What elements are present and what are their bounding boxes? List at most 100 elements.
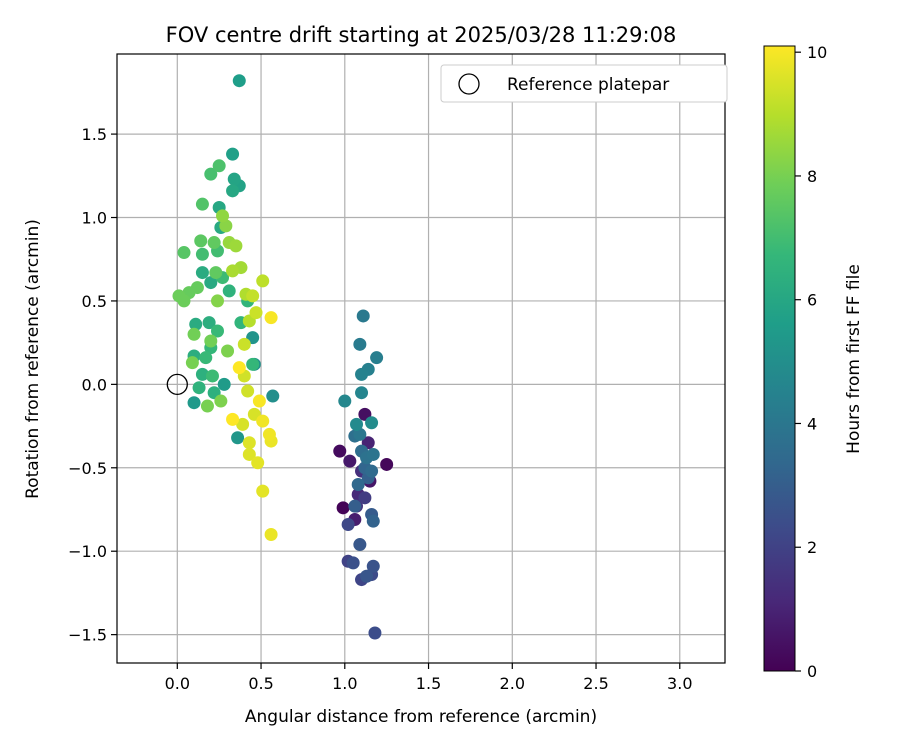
legend-entry-reference: Reference platepar bbox=[507, 75, 669, 95]
y-tick-label: −1.5 bbox=[68, 626, 107, 645]
data-point bbox=[256, 274, 270, 288]
data-point bbox=[338, 394, 352, 408]
data-point bbox=[249, 306, 263, 320]
data-point bbox=[214, 394, 228, 408]
data-point bbox=[246, 289, 260, 303]
data-point bbox=[204, 167, 218, 181]
data-point bbox=[177, 294, 191, 308]
data-point bbox=[336, 501, 350, 515]
colorbar-tick-label: 8 bbox=[807, 167, 817, 186]
data-point bbox=[343, 454, 357, 468]
colorbar-tick-label: 0 bbox=[807, 662, 817, 681]
data-point bbox=[358, 491, 372, 505]
data-point bbox=[195, 197, 209, 211]
data-point bbox=[195, 266, 209, 280]
colorbar-tick-label: 4 bbox=[807, 414, 817, 433]
y-tick-label: 0.0 bbox=[82, 375, 107, 394]
data-point bbox=[256, 484, 270, 498]
data-point bbox=[262, 427, 276, 441]
data-point bbox=[252, 394, 266, 408]
data-points bbox=[166, 74, 394, 640]
reference-platepar-marker bbox=[166, 373, 188, 396]
data-point bbox=[212, 159, 226, 173]
data-point bbox=[195, 247, 209, 261]
colorbar-tick-label: 6 bbox=[807, 291, 817, 310]
x-tick-label: 1.5 bbox=[416, 674, 441, 693]
data-point bbox=[353, 337, 367, 351]
data-point bbox=[355, 367, 369, 381]
legend-reference-marker bbox=[458, 73, 480, 95]
data-point bbox=[189, 317, 203, 331]
colorbar: 0 2 4 6 8 10 Hours from first FF file bbox=[763, 43, 864, 681]
data-point bbox=[216, 209, 230, 223]
plot-frame bbox=[116, 53, 726, 664]
data-point bbox=[194, 234, 208, 248]
data-point bbox=[204, 334, 218, 348]
data-point bbox=[187, 396, 201, 410]
data-point bbox=[246, 357, 260, 371]
data-point bbox=[341, 518, 355, 532]
data-point bbox=[219, 219, 233, 233]
data-point bbox=[360, 569, 374, 583]
data-point bbox=[221, 344, 235, 358]
colorbar-gradient bbox=[763, 45, 796, 672]
data-point bbox=[210, 324, 224, 338]
data-point bbox=[226, 412, 240, 426]
x-axis-label: Angular distance from reference (arcmin) bbox=[245, 707, 597, 727]
data-point bbox=[210, 294, 224, 308]
data-point bbox=[205, 369, 219, 383]
data-point bbox=[207, 236, 221, 250]
data-point bbox=[264, 528, 278, 542]
y-axis-ticks: −1.5 −1.0 −0.5 0.0 0.5 1.0 1.5 bbox=[68, 125, 117, 645]
data-point bbox=[365, 464, 379, 478]
x-tick-label: 2.0 bbox=[500, 674, 525, 693]
x-tick-label: 0.0 bbox=[165, 674, 190, 693]
legend-box bbox=[440, 64, 728, 103]
colorbar-tick-label: 10 bbox=[807, 43, 827, 62]
data-point bbox=[256, 414, 270, 428]
data-point bbox=[199, 351, 213, 365]
y-tick-label: −1.0 bbox=[68, 542, 107, 561]
data-point bbox=[333, 444, 347, 458]
y-tick-label: 1.5 bbox=[82, 125, 107, 144]
x-tick-label: 1.0 bbox=[332, 674, 357, 693]
data-point bbox=[237, 337, 251, 351]
data-point bbox=[350, 417, 364, 431]
data-point bbox=[185, 356, 199, 370]
data-point bbox=[266, 389, 280, 403]
data-point bbox=[202, 316, 216, 330]
data-point bbox=[368, 626, 382, 640]
data-point bbox=[226, 264, 240, 278]
data-point bbox=[217, 377, 231, 391]
data-point bbox=[356, 309, 370, 323]
chart-title: FOV centre drift starting at 2025/03/28 … bbox=[166, 23, 677, 47]
colorbar-ticks: 0 2 4 6 8 10 bbox=[795, 43, 827, 681]
data-point bbox=[366, 447, 380, 461]
colorbar-tick-label: 2 bbox=[807, 538, 817, 557]
data-point bbox=[192, 381, 206, 395]
data-point bbox=[251, 456, 265, 470]
y-tick-label: 1.0 bbox=[82, 209, 107, 228]
data-point bbox=[242, 447, 256, 461]
data-point bbox=[353, 427, 367, 441]
data-point bbox=[204, 276, 218, 290]
data-point bbox=[232, 361, 246, 375]
data-point bbox=[187, 327, 201, 341]
colorbar-label: Hours from first FF file bbox=[844, 264, 864, 454]
data-point bbox=[232, 74, 246, 88]
data-point bbox=[380, 457, 394, 471]
data-point bbox=[229, 239, 243, 253]
data-point bbox=[241, 384, 255, 398]
data-point bbox=[209, 266, 223, 280]
data-point bbox=[264, 311, 278, 325]
data-point bbox=[366, 514, 380, 528]
y-tick-label: −0.5 bbox=[68, 459, 107, 478]
data-point bbox=[355, 386, 369, 400]
data-point bbox=[351, 477, 365, 491]
x-tick-label: 3.0 bbox=[667, 674, 692, 693]
data-point bbox=[242, 436, 256, 450]
data-point bbox=[226, 147, 240, 161]
data-point bbox=[366, 559, 380, 573]
